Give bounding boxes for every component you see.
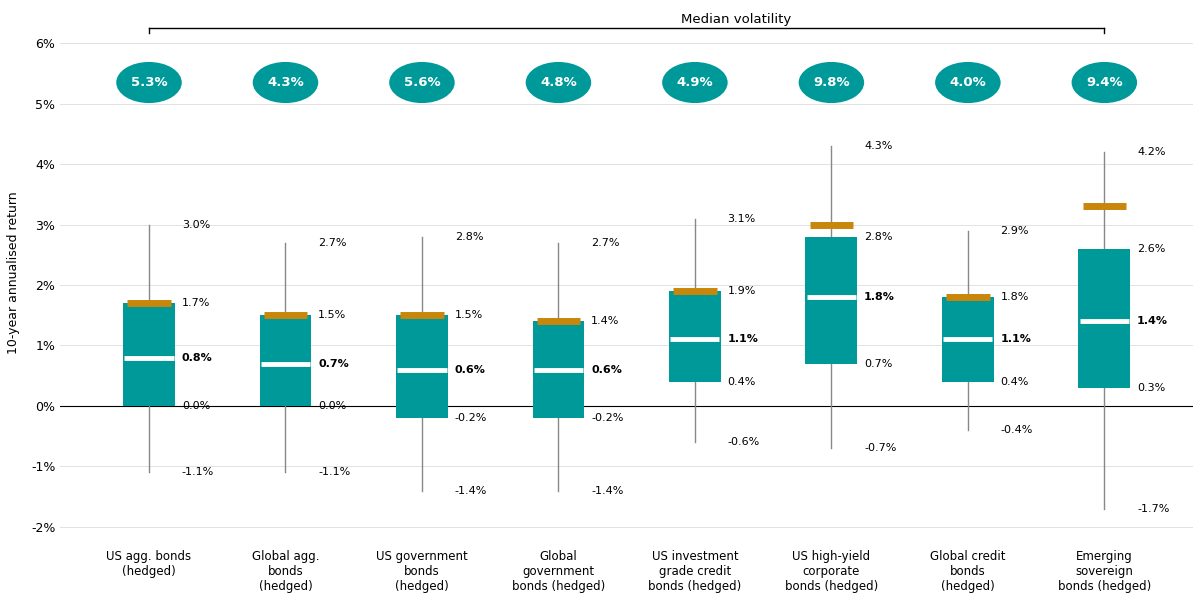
- Text: -1.7%: -1.7%: [1138, 504, 1170, 514]
- Bar: [259, 315, 312, 406]
- Bar: [805, 236, 857, 364]
- Text: 0.4%: 0.4%: [727, 377, 756, 387]
- Text: 0.7%: 0.7%: [318, 359, 349, 368]
- Text: 0.4%: 0.4%: [1001, 377, 1028, 387]
- Ellipse shape: [662, 62, 727, 103]
- Bar: [124, 303, 175, 406]
- Bar: [668, 291, 721, 382]
- Text: 1.4%: 1.4%: [592, 316, 619, 326]
- Text: 2.8%: 2.8%: [864, 232, 893, 242]
- Text: 2.7%: 2.7%: [592, 238, 619, 248]
- Text: 2.7%: 2.7%: [318, 238, 347, 248]
- Bar: [1079, 249, 1130, 388]
- Text: 9.4%: 9.4%: [1086, 76, 1123, 89]
- Text: 1.4%: 1.4%: [1138, 316, 1168, 326]
- Text: -0.4%: -0.4%: [1001, 425, 1033, 435]
- Bar: [942, 297, 994, 382]
- Text: -1.1%: -1.1%: [318, 467, 350, 478]
- Text: 0.0%: 0.0%: [181, 401, 210, 411]
- Text: 1.1%: 1.1%: [727, 334, 758, 344]
- Ellipse shape: [526, 62, 592, 103]
- Text: -0.2%: -0.2%: [455, 413, 487, 423]
- Text: 1.9%: 1.9%: [727, 286, 756, 296]
- Text: 1.8%: 1.8%: [864, 292, 895, 302]
- Text: 1.7%: 1.7%: [181, 298, 210, 308]
- Text: 9.8%: 9.8%: [814, 76, 850, 89]
- Text: 1.8%: 1.8%: [1001, 292, 1028, 302]
- Text: 2.8%: 2.8%: [455, 232, 484, 242]
- Text: -0.6%: -0.6%: [727, 437, 760, 447]
- Text: 4.2%: 4.2%: [1138, 147, 1165, 157]
- Text: 1.5%: 1.5%: [318, 310, 347, 320]
- Text: 4.0%: 4.0%: [949, 76, 986, 89]
- Bar: [533, 322, 584, 418]
- Text: -0.7%: -0.7%: [864, 443, 896, 453]
- Text: 0.8%: 0.8%: [181, 353, 212, 362]
- Text: 0.7%: 0.7%: [864, 359, 893, 368]
- Text: 3.1%: 3.1%: [727, 214, 756, 224]
- Text: -0.2%: -0.2%: [592, 413, 624, 423]
- Ellipse shape: [799, 62, 864, 103]
- Text: 1.1%: 1.1%: [1001, 334, 1032, 344]
- Text: 4.8%: 4.8%: [540, 76, 577, 89]
- Text: 0.6%: 0.6%: [455, 365, 486, 374]
- Text: 0.0%: 0.0%: [318, 401, 347, 411]
- Bar: [396, 315, 448, 418]
- Text: 0.6%: 0.6%: [592, 365, 622, 374]
- Text: 1.5%: 1.5%: [455, 310, 482, 320]
- Text: 0.3%: 0.3%: [1138, 383, 1165, 393]
- Y-axis label: 10-year annualised return: 10-year annualised return: [7, 191, 20, 354]
- Ellipse shape: [253, 62, 318, 103]
- Ellipse shape: [389, 62, 455, 103]
- Text: 2.9%: 2.9%: [1001, 226, 1030, 236]
- Ellipse shape: [1072, 62, 1138, 103]
- Text: 4.3%: 4.3%: [864, 141, 893, 151]
- Text: 2.6%: 2.6%: [1138, 244, 1165, 254]
- Ellipse shape: [935, 62, 1001, 103]
- Text: 5.3%: 5.3%: [131, 76, 167, 89]
- Ellipse shape: [116, 62, 181, 103]
- Text: -1.1%: -1.1%: [181, 467, 214, 478]
- Text: -1.4%: -1.4%: [592, 485, 624, 496]
- Text: 4.3%: 4.3%: [268, 76, 304, 89]
- Text: Median volatility: Median volatility: [680, 13, 791, 26]
- Text: 5.6%: 5.6%: [403, 76, 440, 89]
- Text: 4.9%: 4.9%: [677, 76, 713, 89]
- Text: 3.0%: 3.0%: [181, 220, 210, 230]
- Text: -1.4%: -1.4%: [455, 485, 487, 496]
